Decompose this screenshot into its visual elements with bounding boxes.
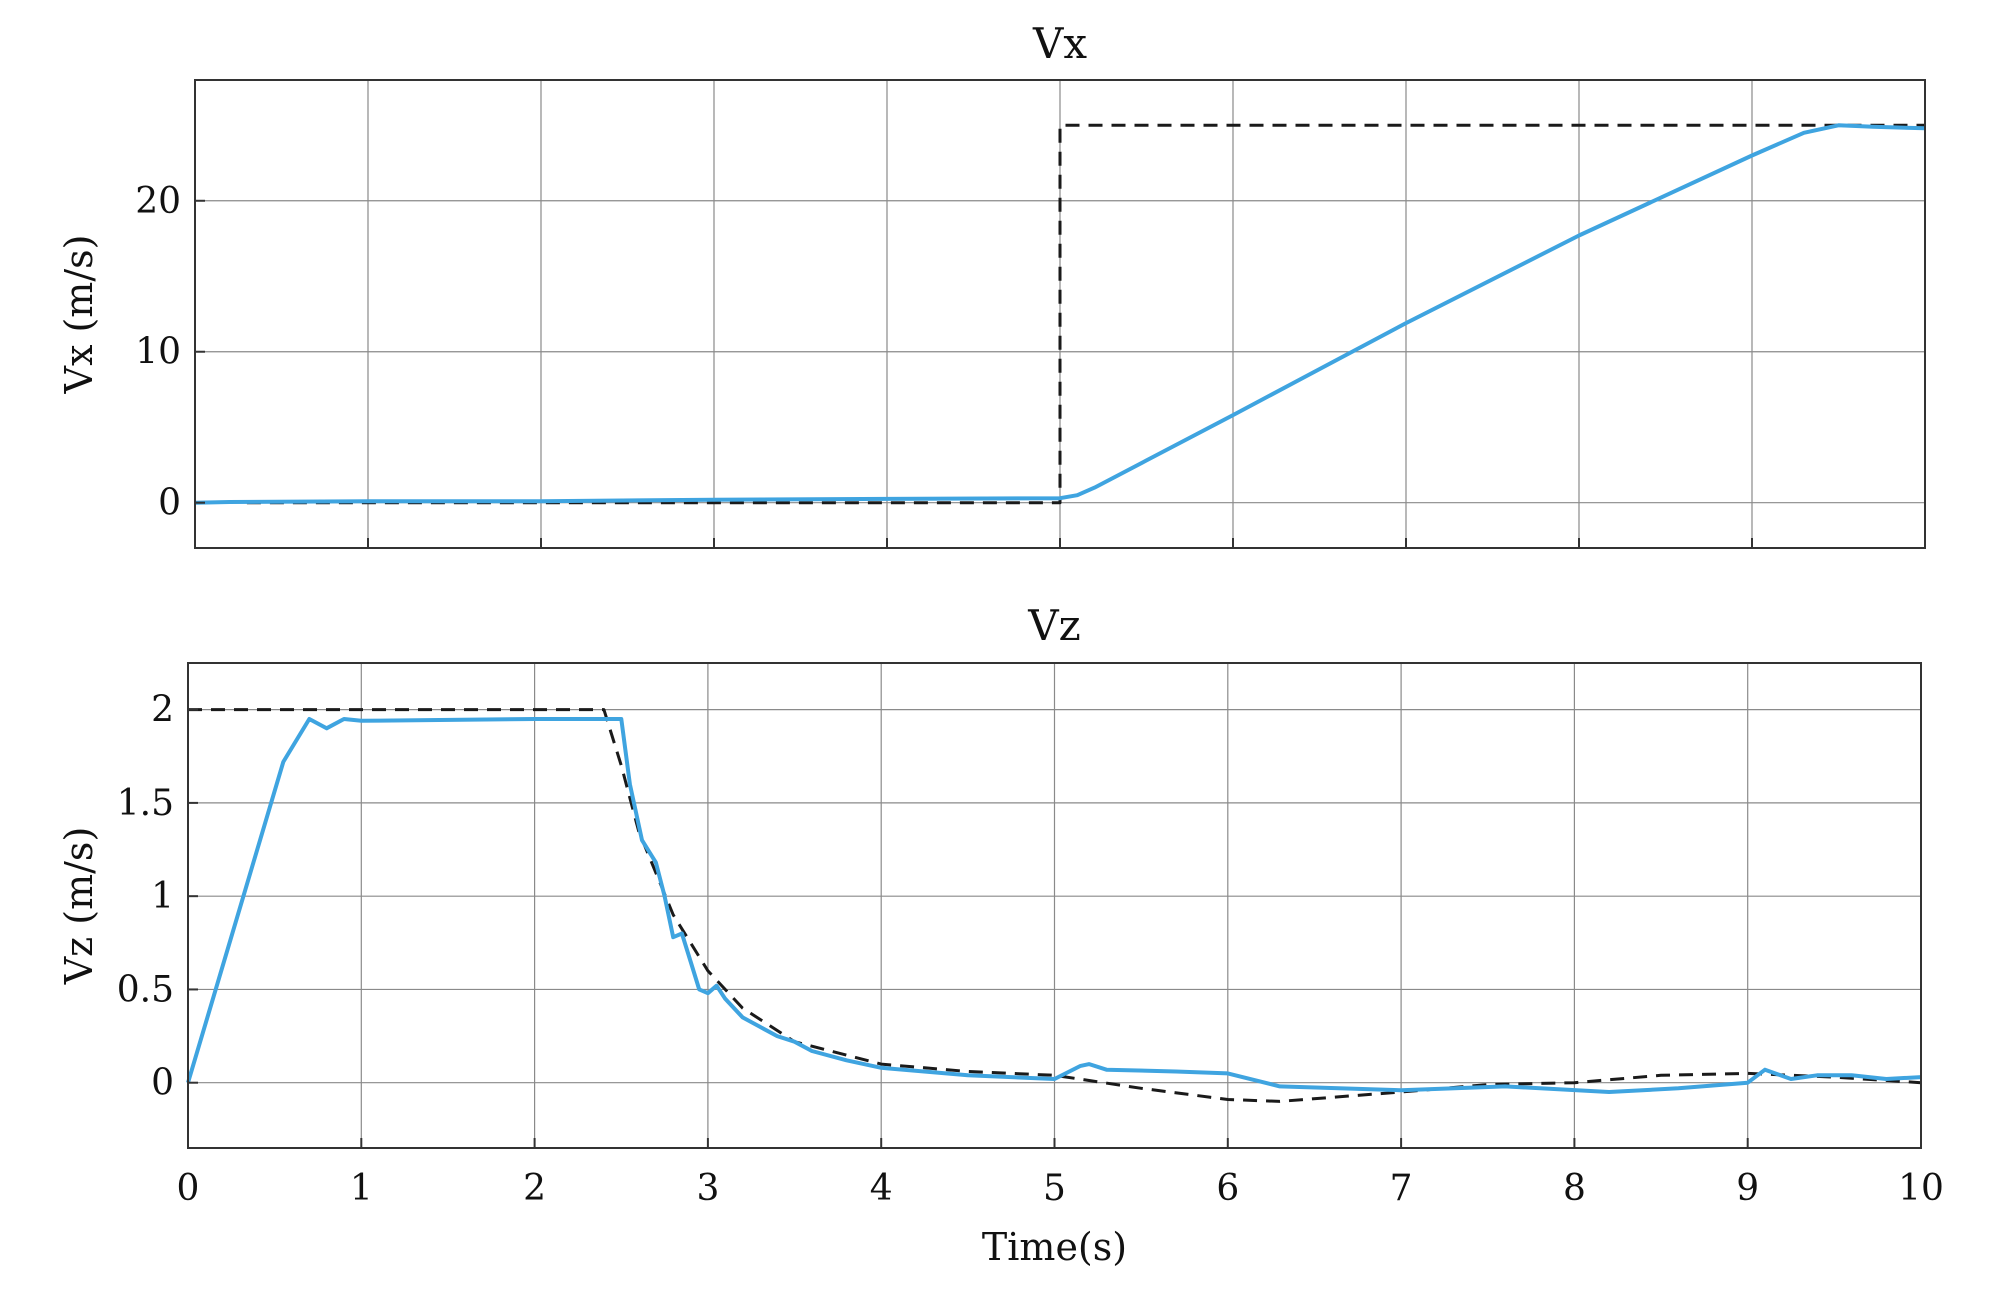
chart-title: Vz [1027,601,1080,650]
x-tick-label: 1 [350,1168,373,1209]
y-tick-label: 20 [135,181,181,222]
x-tick-label: 9 [1736,1168,1759,1209]
x-tick-label: 7 [1390,1168,1413,1209]
chart-title: Vx [1032,19,1087,68]
y-tick-label: 0.5 [117,969,174,1010]
y-tick-label: 1 [151,876,174,917]
x-axis-label: Time(s) [982,1225,1127,1269]
y-tick-label: 0 [158,483,181,524]
x-tick-label: 8 [1563,1168,1586,1209]
response-line [194,123,1926,505]
y-tick-label: 1.5 [117,783,174,824]
y-tick-label: 2 [151,690,174,731]
chart-panel-1: 0 10 20 Vx Vx (m/s) [57,19,1926,549]
chart-panel-2: 0 1 2 3 4 5 6 7 8 9 10 0 0.5 1 1.5 2 Vz Vz (m/s) Time(s) [57,601,1944,1269]
y-tick-label: 10 [135,332,181,373]
x-tick-label: 5 [1043,1168,1066,1209]
x-tick-label: 4 [870,1168,893,1209]
x-tick-label: 2 [523,1168,546,1209]
response-line [186,717,1922,1094]
x-tick-label: 6 [1216,1168,1239,1209]
x-tick-label: 3 [696,1168,719,1209]
x-tick-label: 10 [1898,1168,1944,1209]
x-tick-label: 0 [177,1168,200,1209]
y-axis-label: Vx (m/s) [57,235,101,395]
y-tick-label: 0 [151,1063,174,1104]
y-axis-label: Vz (m/s) [57,827,101,986]
reference-line [246,123,1925,505]
